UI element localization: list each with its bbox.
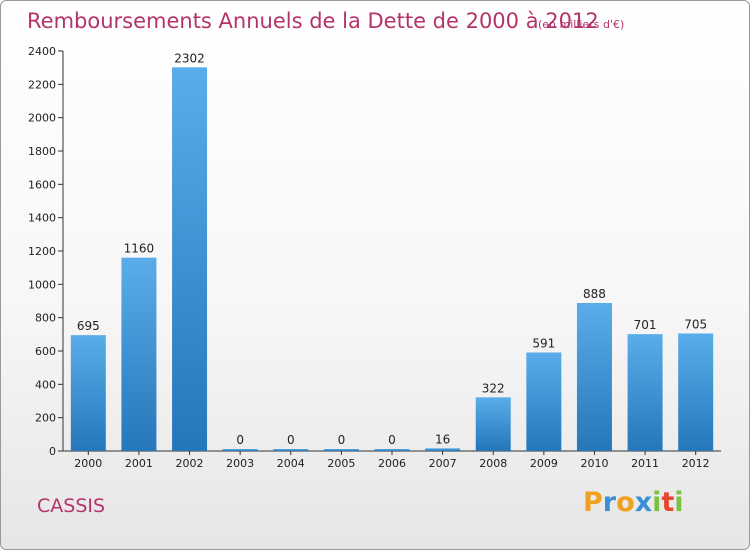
y-tick-label: 1800	[28, 145, 56, 158]
bar-2003	[222, 449, 258, 451]
x-tick-label-2005: 2005	[327, 457, 355, 470]
y-tick-label: 800	[35, 312, 56, 325]
data-label-2005: 0	[338, 433, 346, 447]
y-tick-label: 0	[49, 445, 56, 458]
x-tick-label-2009: 2009	[530, 457, 558, 470]
logo-letter: i	[674, 487, 684, 518]
bar-2012	[678, 333, 714, 451]
data-label-2002: 2302	[174, 51, 205, 65]
bar-2005	[323, 449, 359, 451]
x-tick-label-2011: 2011	[631, 457, 659, 470]
bar-2001	[121, 257, 157, 451]
data-label-2011: 701	[634, 318, 657, 332]
bar-2011	[627, 334, 663, 451]
x-tick-label-2004: 2004	[277, 457, 305, 470]
chart-title: Remboursements Annuels de la Dette de 20…	[27, 9, 599, 33]
y-tick-label: 400	[35, 378, 56, 391]
bar-2008	[475, 397, 511, 451]
chart-subtitle: (en milliers d'€)	[538, 18, 625, 31]
data-label-2000: 695	[77, 319, 100, 333]
logo-letter: o	[616, 487, 635, 518]
x-tick-label-2003: 2003	[226, 457, 254, 470]
data-label-2007: 16	[435, 432, 450, 446]
data-label-2009: 591	[532, 337, 555, 351]
x-tick-label-2001: 2001	[125, 457, 153, 470]
logo-letter: r	[602, 487, 617, 518]
x-tick-label-2012: 2012	[682, 457, 710, 470]
y-tick-label: 1200	[28, 245, 56, 258]
data-label-2001: 1160	[124, 242, 155, 256]
data-label-2006: 0	[388, 433, 396, 447]
y-tick-label: 1400	[28, 212, 56, 225]
proxiti-logo: Proxiti	[583, 487, 684, 518]
data-label-2003: 0	[236, 433, 244, 447]
data-label-2012: 705	[684, 318, 707, 332]
y-tick-label: 200	[35, 412, 56, 425]
data-label-2008: 322	[482, 381, 505, 395]
bar-2007	[425, 448, 461, 451]
logo-letter: t	[661, 487, 675, 518]
x-tick-label-2007: 2007	[429, 457, 457, 470]
x-tick-label-2000: 2000	[74, 457, 102, 470]
bar-2006	[374, 449, 410, 451]
data-label-2004: 0	[287, 433, 295, 447]
y-tick-label: 1600	[28, 178, 56, 191]
bar-2010	[576, 303, 612, 451]
x-tick-label-2006: 2006	[378, 457, 406, 470]
bar-2004	[273, 449, 309, 451]
y-tick-label: 2200	[28, 78, 56, 91]
commune-name: CASSIS	[37, 495, 106, 517]
data-label-2010: 888	[583, 287, 606, 301]
chart-labels: 695 1160 2302 0 0 0 0 16 322 591 888 701 705	[77, 51, 707, 447]
chart-axes: 0200400600800100012001400160018002000220…	[28, 45, 721, 470]
x-tick-label-2002: 2002	[176, 457, 204, 470]
y-tick-label: 2400	[28, 45, 56, 58]
y-tick-label: 600	[35, 345, 56, 358]
bar-2000	[70, 335, 106, 451]
bar-2002	[172, 67, 208, 451]
x-tick-label-2010: 2010	[580, 457, 608, 470]
logo-letter: P	[583, 487, 603, 518]
logo-letter: x	[634, 487, 653, 518]
y-tick-label: 2000	[28, 112, 56, 125]
logo-letter: i	[652, 487, 662, 518]
x-tick-label-2008: 2008	[479, 457, 507, 470]
bar-2009	[526, 352, 562, 451]
y-tick-label: 1000	[28, 278, 56, 291]
chart-bars	[70, 67, 714, 451]
